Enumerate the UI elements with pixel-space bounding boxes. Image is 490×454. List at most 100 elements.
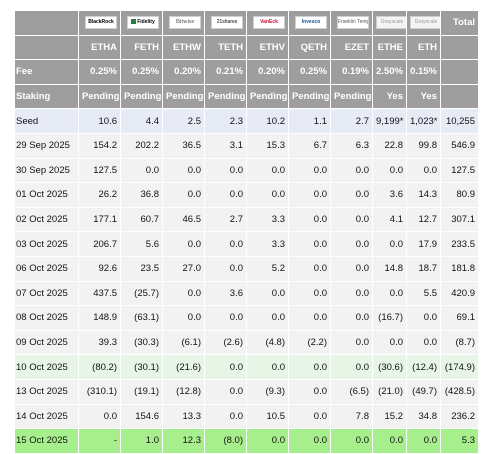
ticker-total: [440, 34, 479, 61]
flow-value: 13.3: [162, 403, 205, 430]
flow-row: 09 Oct 2025 39.3 (30.3) (6.1) (2.6) (4.8) (2.2…: [14, 329, 479, 356]
row-total: 80.9: [440, 182, 479, 208]
flow-value: (310.1): [78, 378, 121, 405]
flow-value: 12.3: [162, 428, 205, 454]
flow-value: 0.0: [288, 378, 331, 405]
flow-value: 92.6: [78, 255, 121, 282]
flow-value: 39.3: [78, 329, 121, 356]
flow-value: (25.7): [120, 280, 163, 307]
fee-value: 2.50%: [372, 59, 407, 85]
flow-value: 4.1: [372, 206, 407, 233]
flow-value: 0.0: [204, 182, 247, 208]
flow-value: 0.0: [330, 255, 373, 282]
flow-row: 06 Oct 2025 92.6 23.5 27.0 0.0 5.2 0.0 0.0 14.8 1…: [14, 255, 479, 282]
flow-value: 0.0: [204, 231, 247, 257]
row-total: 236.2: [440, 403, 479, 430]
flow-row: 08 Oct 2025 148.9 (63.1) 0.0 0.0 0.0 0.0 0.0 (16…: [14, 305, 479, 331]
issuer-logo-vaneck: VanEck: [246, 10, 289, 36]
fee-row: Fee 0.25% 0.25% 0.20% 0.21% 0.20% 0.25% 0.19% 2.…: [14, 59, 479, 85]
flow-value: 7.8: [330, 403, 373, 430]
flow-value: (6.1): [162, 329, 205, 356]
fee-value: 0.25%: [78, 59, 121, 85]
flow-value: 127.5: [78, 157, 121, 184]
flow-row: 14 Oct 2025 0.0 154.6 13.3 0.0 10.5 0.0 7.8 15.2…: [14, 403, 479, 430]
vaneck-logo: VanEck: [260, 19, 278, 26]
ticker-qeth: QETH: [288, 34, 331, 61]
staking-value: Pending: [162, 83, 205, 110]
flow-value: (2.2): [288, 329, 331, 356]
fee-label: Fee: [14, 59, 79, 85]
issuer-logo-21shares: 21shares: [204, 10, 247, 36]
flow-value: 0.0: [372, 231, 407, 257]
corner-cell: [14, 10, 79, 36]
flow-value: 10.6: [78, 108, 121, 134]
flow-value: 0.0: [162, 305, 205, 331]
issuer-logo-grayscale-mini: Grayscale: [406, 10, 441, 36]
issuer-logo-invesco: Invesco: [288, 10, 331, 36]
row-date: 29 Sep 2025: [14, 132, 79, 159]
row-total: (428.5): [440, 378, 479, 405]
flow-value: 0.0: [288, 305, 331, 331]
flow-value: 0.0: [372, 280, 407, 307]
flow-value: 3.3: [246, 231, 289, 257]
flow-value: 0.0: [288, 280, 331, 307]
flow-value: 10.2: [246, 108, 289, 134]
flow-value: 9,199*: [372, 108, 407, 134]
staking-value: Pending: [78, 83, 121, 110]
ticker-corner: [14, 34, 79, 61]
flow-value: 2.7: [330, 108, 373, 134]
row-total: 420.9: [440, 280, 479, 307]
flow-row: 03 Oct 2025 206.7 5.6 0.0 0.0 3.3 0.0 0.0 0.0 17.…: [14, 231, 479, 257]
row-total: 233.5: [440, 231, 479, 257]
flow-value: 6.3: [330, 132, 373, 159]
flow-value: 2.5: [162, 108, 205, 134]
flow-value: 0.0: [330, 182, 373, 208]
row-date: 01 Oct 2025: [14, 182, 79, 208]
staking-value: Pending: [246, 83, 289, 110]
flow-value: 0.0: [162, 157, 205, 184]
flow-value: 0.0: [330, 428, 373, 454]
row-total: 5.3: [440, 428, 479, 454]
fee-value: 0.20%: [246, 59, 289, 85]
staking-value: Yes: [372, 83, 407, 110]
issuer-logo-row: BlackRock Fidelity Bitwise 21shares VanE…: [14, 10, 479, 36]
flow-value: -: [78, 428, 121, 454]
flow-value: 0.0: [330, 280, 373, 307]
issuer-logo-grayscale: Grayscale: [372, 10, 407, 36]
staking-label: Staking: [14, 83, 79, 110]
invesco-logo: Invesco: [301, 19, 321, 26]
flow-value: 17.9: [406, 231, 441, 257]
flow-value: 177.1: [78, 206, 121, 233]
row-date: 09 Oct 2025: [14, 329, 79, 356]
issuer-logo-blackrock: BlackRock: [78, 10, 121, 36]
staking-value: Pending: [120, 83, 163, 110]
flow-value: (21.0): [372, 378, 407, 405]
flow-row: 30 Sep 2025 127.5 0.0 0.0 0.0 0.0 0.0 0.0 0.0 0.0…: [14, 157, 479, 184]
flow-value: 0.0: [288, 403, 331, 430]
flow-value: 3.6: [204, 280, 247, 307]
flow-value: 18.7: [406, 255, 441, 282]
flow-value: 1.1: [288, 108, 331, 134]
flow-value: (12.4): [406, 354, 441, 380]
row-total: 69.1: [440, 305, 479, 331]
issuer-logo-bitwise: Bitwise: [162, 10, 205, 36]
flow-value: 15.2: [372, 403, 407, 430]
flow-value: (63.1): [120, 305, 163, 331]
flow-value: 26.2: [78, 182, 121, 208]
flow-value: 437.5: [78, 280, 121, 307]
flow-value: 15.3: [246, 132, 289, 159]
row-date: 13 Oct 2025: [14, 378, 79, 405]
staking-value: Yes: [406, 83, 441, 110]
flow-value: 0.0: [330, 157, 373, 184]
flow-value: 0.0: [406, 428, 441, 454]
flow-value: 5.6: [120, 231, 163, 257]
flow-value: 2.3: [204, 108, 247, 134]
flow-value: 0.0: [372, 428, 407, 454]
flow-value: 0.0: [246, 280, 289, 307]
flow-value: 0.0: [288, 354, 331, 380]
ticker-ethe: ETHE: [372, 34, 407, 61]
staking-value: Pending: [288, 83, 331, 110]
flow-value: 0.0: [288, 231, 331, 257]
flow-value: (2.6): [204, 329, 247, 356]
flow-value: 3.3: [246, 206, 289, 233]
